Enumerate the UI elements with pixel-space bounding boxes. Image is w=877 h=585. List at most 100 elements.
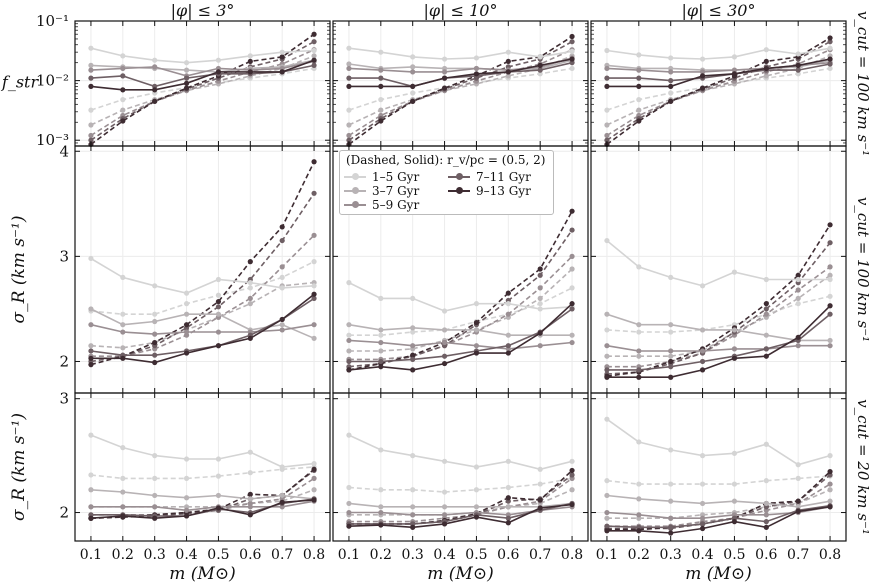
data-point	[378, 75, 384, 81]
data-point	[378, 339, 384, 346]
data-point	[505, 332, 511, 338]
x-tick-label: 0.4	[691, 547, 713, 563]
series-line-dashed-3	[90, 40, 315, 141]
data-point	[410, 295, 416, 302]
series-line-dashed-2	[348, 477, 573, 523]
series-line-solid-5	[90, 434, 315, 468]
series-line-dashed-1	[90, 281, 315, 349]
panel-r0-c0: 10⁻³ 10⁻² 10⁻¹	[36, 12, 331, 149]
series-line-solid-8	[606, 313, 831, 371]
series-line-dashed-4	[348, 35, 573, 146]
series-line-solid-7	[348, 57, 573, 73]
data-point	[699, 358, 706, 365]
data-point	[247, 470, 253, 476]
data-point	[152, 504, 158, 510]
data-point	[378, 67, 384, 73]
data-point	[215, 505, 222, 511]
legend-label: 9–13 Gyr	[476, 184, 531, 198]
data-point	[827, 35, 833, 41]
data-point	[152, 492, 158, 499]
data-point	[763, 332, 769, 338]
x-tick-label: 0.1	[80, 547, 102, 563]
data-point	[827, 276, 833, 283]
data-point	[569, 39, 575, 45]
data-point	[473, 343, 480, 349]
series-line-dashed-3	[606, 242, 831, 375]
data-point	[473, 301, 480, 307]
x-tick-label: 0.3	[660, 547, 682, 563]
data-point	[827, 272, 833, 278]
data-point	[88, 515, 94, 521]
data-point	[473, 327, 480, 333]
data-point	[247, 504, 253, 510]
data-point	[473, 487, 480, 493]
data-point	[311, 159, 317, 165]
data-point	[827, 61, 833, 67]
y-tick-label: 2	[59, 504, 69, 522]
series-line-solid-5	[606, 418, 831, 466]
data-point	[569, 306, 575, 312]
data-point	[183, 329, 190, 335]
data-point	[668, 348, 674, 354]
panel-r0-c1	[332, 20, 589, 148]
data-point	[827, 498, 833, 504]
data-point	[120, 97, 126, 103]
data-point	[763, 512, 769, 518]
row-label-right: v_cut = 20 km s⁻¹	[854, 399, 872, 535]
data-point	[311, 259, 317, 265]
data-point	[215, 276, 222, 283]
data-point	[604, 353, 610, 359]
series-line-dashed-2	[90, 48, 315, 137]
column-title: |φ| ≤ 10°	[424, 1, 498, 20]
data-point	[410, 329, 416, 335]
data-point	[247, 449, 253, 455]
data-point	[795, 462, 801, 468]
data-point	[636, 75, 642, 81]
row-label-right: v_cut = 100 km s⁻¹	[854, 197, 872, 342]
data-point	[346, 367, 352, 373]
data-point	[827, 468, 833, 475]
data-point	[378, 522, 384, 528]
data-point	[120, 311, 126, 317]
series-line-dashed-3	[348, 40, 573, 141]
data-point	[537, 71, 543, 77]
data-point	[279, 327, 285, 333]
data-point	[183, 513, 190, 519]
y-tick-label: 2	[59, 352, 69, 370]
data-point	[569, 339, 575, 346]
series-line-solid-7	[606, 344, 831, 352]
x-tick-label: 0.5	[723, 547, 745, 563]
x-tick-label: 0.6	[497, 547, 519, 563]
data-point	[668, 364, 674, 370]
data-point	[795, 343, 801, 349]
data-point	[88, 45, 94, 51]
y-tick-label: 3	[59, 247, 69, 265]
data-point	[88, 137, 94, 143]
data-point	[378, 364, 384, 370]
series-line-solid-6	[348, 59, 573, 71]
x-tick-label: 0.4	[175, 547, 197, 563]
data-point	[505, 484, 511, 491]
y-tick-label: 10⁻²	[36, 72, 69, 90]
series-line-solid-5	[90, 47, 315, 64]
data-point	[183, 495, 190, 501]
data-point	[279, 49, 285, 55]
data-point	[604, 47, 610, 54]
data-point	[247, 285, 253, 291]
data-point	[279, 264, 285, 270]
data-point	[604, 374, 610, 380]
data-point	[346, 337, 352, 344]
panel-r0-c2	[590, 20, 847, 148]
data-point	[795, 475, 801, 481]
data-point	[763, 311, 769, 317]
data-point	[604, 515, 610, 521]
data-point	[699, 73, 706, 79]
data-point	[441, 489, 448, 495]
series-line-solid-9	[606, 305, 831, 379]
legend-entry-5-9-gyr: 5–9 Gyr	[344, 198, 444, 212]
data-point	[636, 52, 642, 58]
data-point	[505, 504, 511, 510]
series-line-dashed-2	[90, 234, 315, 358]
data-point	[311, 232, 317, 238]
panel-frame	[74, 392, 331, 542]
